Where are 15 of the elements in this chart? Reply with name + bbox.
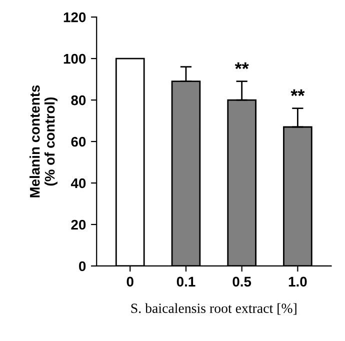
y-tick-label: 120 (64, 12, 86, 22)
x-tick-label: 1.0 (288, 276, 307, 287)
y-tick-label: 60 (71, 136, 86, 147)
y-axis-title: Melanin contents (% of control) (30, 85, 58, 198)
y-tick-label: 0 (79, 261, 86, 272)
y-tick-label: 80 (71, 95, 86, 106)
x-tick-label: 0.1 (176, 276, 196, 287)
x-axis-title: S. baicalensis root extract [%] (131, 303, 296, 315)
annotation: ** (290, 89, 305, 96)
y-tick-label: 20 (71, 220, 86, 230)
x-tick-label: 0 (126, 276, 134, 287)
annotation: ** (234, 62, 249, 70)
y-tick-label: 100 (64, 54, 86, 64)
y-tick-label: 40 (70, 178, 86, 188)
x-tick-label: 0.5 (232, 276, 252, 287)
